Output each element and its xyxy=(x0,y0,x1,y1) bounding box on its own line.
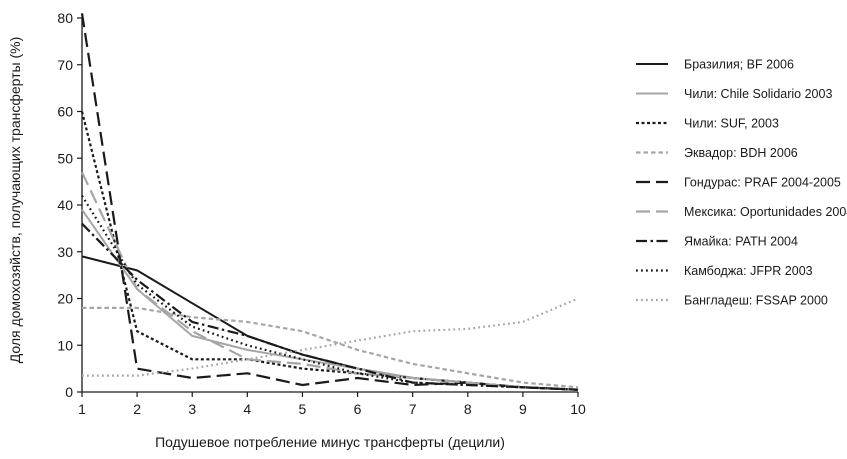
x-tick-label: 9 xyxy=(519,401,527,417)
legend-label-2: Чили: Chile Solidario 2003 xyxy=(684,87,832,101)
y-tick-label: 30 xyxy=(57,244,73,260)
y-tick-label: 20 xyxy=(57,291,73,307)
x-tick-label: 8 xyxy=(464,401,472,417)
series-line-4 xyxy=(82,306,579,389)
legend-label-6: Мексика: Oportunidades 2004 xyxy=(684,205,847,219)
y-tick-label: 80 xyxy=(57,10,73,26)
x-tick-label: 3 xyxy=(188,401,196,417)
x-tick-label: 4 xyxy=(243,401,251,417)
y-tick-label: 0 xyxy=(65,384,73,400)
chart-axes xyxy=(81,18,578,393)
y-tick-label: 10 xyxy=(57,337,73,353)
y-tick-label: 50 xyxy=(57,150,73,166)
x-tick-label: 6 xyxy=(354,401,362,417)
legend-label-3: Чили: SUF, 2003 xyxy=(684,117,779,131)
legend-label-9: Бангладеш: FSSAP 2000 xyxy=(684,294,828,308)
series-line-3 xyxy=(80,111,579,391)
legend-label-1: Бразилия; BF 2006 xyxy=(684,58,794,72)
legend-label-7: Ямайка: PATH 2004 xyxy=(684,235,798,249)
series-lines xyxy=(80,13,579,391)
x-tick-label: 10 xyxy=(570,401,586,417)
y-tick-label: 70 xyxy=(57,57,73,73)
series-line-7 xyxy=(81,222,579,391)
legend-label-5: Гондурас: PRAF 2004-2005 xyxy=(684,176,841,190)
legend-label-8: Камбоджа: JFPR 2003 xyxy=(684,264,813,278)
legend: Бразилия; BF 2006 Чили: Chile Solidario 2… xyxy=(636,58,847,308)
x-tick-label: 2 xyxy=(133,401,141,417)
series-line-6 xyxy=(81,171,579,391)
series-line-5 xyxy=(80,13,579,391)
x-tick-label: 1 xyxy=(78,401,86,417)
legend-label-4: Эквадор: BDH 2006 xyxy=(684,146,798,160)
y-ticks: 0 10 20 30 40 50 60 70 80 xyxy=(57,10,82,400)
y-axis-title: Доля домохозяйств, получающих трансферты… xyxy=(7,37,23,364)
series-line-9 xyxy=(82,297,579,377)
x-ticks: 1 2 3 4 5 6 7 8 9 10 xyxy=(78,392,586,417)
y-tick-label: 60 xyxy=(57,104,73,120)
y-tick-label: 40 xyxy=(57,197,73,213)
x-tick-label: 7 xyxy=(409,401,417,417)
x-axis-title: Подушевое потребление минус трансферты (… xyxy=(155,434,505,450)
x-tick-label: 5 xyxy=(299,401,307,417)
